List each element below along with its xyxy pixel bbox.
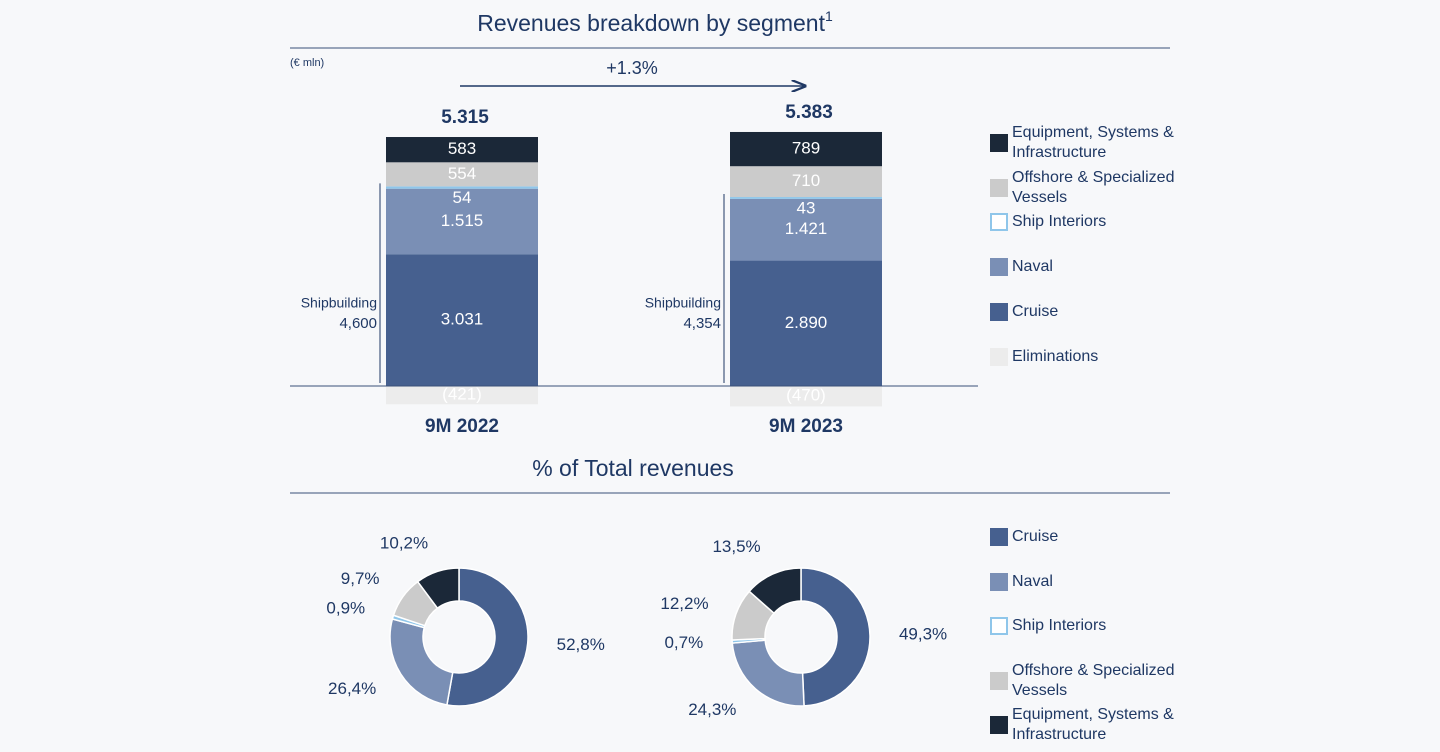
shipbuilding-value: 4,354 — [683, 315, 721, 332]
slice-label: 24,3% — [688, 700, 736, 719]
bar-segment — [730, 131, 882, 167]
legend-label: Eliminations — [1012, 347, 1099, 365]
legend-swatch — [990, 716, 1008, 734]
value-label: 710 — [792, 171, 820, 190]
legend-label: Naval — [1012, 572, 1053, 590]
legend-swatch — [990, 178, 1008, 197]
shipbuilding-label: Shipbuilding — [645, 295, 721, 311]
value-label: 43 — [797, 198, 816, 217]
legend-label: Ship Interiors — [1012, 617, 1107, 634]
legend-item: Offshore & Specialized Vessels — [990, 661, 1180, 701]
bar-segment — [386, 188, 538, 255]
legend-item: Cruise — [990, 302, 1180, 322]
x-tick-label: 9M 2022 — [425, 416, 499, 437]
title-sup: 1 — [825, 8, 833, 24]
legend-item: Equipment, Systems & Infrastructure — [990, 705, 1180, 745]
legend-item: Ship Interiors — [990, 616, 1180, 636]
value-label: 583 — [448, 139, 476, 158]
value-label: (421) — [442, 385, 482, 404]
donut-slice — [748, 567, 802, 615]
slice-label: 9,7% — [341, 569, 380, 588]
shipbuilding-value: 4,600 — [339, 315, 377, 332]
legend-item: Equipment, Systems & Infrastructure — [990, 123, 1180, 163]
donut-slice — [389, 618, 454, 706]
bar-segment — [730, 260, 882, 386]
value-label: 3.031 — [441, 310, 484, 329]
bar-segment — [386, 386, 538, 405]
legend-label: Naval — [1012, 258, 1053, 276]
donut-slice — [416, 567, 460, 610]
bar-segment — [730, 386, 882, 407]
legend-swatch — [990, 134, 1008, 152]
legend-label: Cruise — [1012, 302, 1059, 320]
donut-title: % of Total revenues — [532, 455, 734, 481]
bar-segment — [386, 162, 538, 187]
bar-segment — [386, 137, 538, 163]
legend-label: Cruise — [1012, 528, 1059, 545]
slice-label: 13,5% — [712, 537, 760, 556]
bar-segment — [730, 198, 882, 261]
value-label: 789 — [792, 139, 820, 158]
slice-label: 10,2% — [380, 533, 428, 552]
bar-segment — [730, 197, 882, 199]
value-label: 554 — [448, 164, 476, 183]
value-label: 2.890 — [785, 313, 828, 332]
unit-label: (€ mln) — [290, 57, 324, 69]
donut-slice — [731, 639, 805, 707]
legend-item: Naval — [990, 257, 1180, 277]
total-label: 5.315 — [441, 107, 489, 128]
legend-swatch — [990, 213, 1008, 232]
bar-segment — [730, 166, 882, 198]
bar-title: Revenues breakdown by segment — [477, 10, 825, 36]
value-label: 1.421 — [785, 219, 828, 238]
slice-label: 0,7% — [664, 633, 703, 652]
legend-swatch — [990, 347, 1008, 366]
x-tick-label: 9M 2023 — [769, 416, 843, 437]
legend-item: Offshore & Specialized Vessels — [990, 168, 1180, 208]
legend-item: Naval — [990, 572, 1180, 592]
value-label: 54 — [453, 188, 472, 207]
donut-slice — [446, 567, 529, 707]
legend-label: Equipment, Systems & Infrastructure — [1012, 706, 1174, 743]
legend-swatch — [990, 671, 1008, 690]
legend-swatch — [990, 258, 1008, 277]
legend-item: Ship Interiors — [990, 212, 1180, 232]
slice-label: 52,8% — [557, 635, 605, 654]
legend-swatch — [990, 572, 1008, 591]
legend-label: Equipment, Systems & Infrastructure — [1012, 124, 1174, 161]
legend-swatch — [990, 528, 1008, 546]
value-label: (470) — [786, 386, 826, 405]
legend-label: Offshore & Specialized Vessels — [1012, 168, 1175, 206]
shipbuilding-label: Shipbuilding — [301, 295, 377, 311]
legend-item: Cruise — [990, 527, 1180, 547]
bar-segment — [386, 254, 538, 386]
slice-label: 12,2% — [660, 594, 708, 613]
legend-label: Ship Interiors — [1012, 213, 1107, 231]
legend-swatch — [990, 302, 1008, 321]
total-label: 5.383 — [785, 102, 833, 123]
value-label: 1.515 — [441, 211, 484, 230]
slice-label: 49,3% — [899, 624, 947, 643]
growth-label: +1.3% — [606, 58, 658, 78]
legend-swatch — [990, 617, 1008, 635]
legend-label: Offshore & Specialized Vessels — [1012, 661, 1175, 699]
bar-segment — [386, 186, 538, 189]
slice-label: 26,4% — [328, 679, 376, 698]
legend-item: Eliminations — [990, 347, 1180, 367]
bar-title-wrap: Revenues breakdown by segment1 — [477, 8, 833, 36]
donut-slice — [800, 567, 871, 707]
slice-label: 0,9% — [326, 598, 365, 617]
